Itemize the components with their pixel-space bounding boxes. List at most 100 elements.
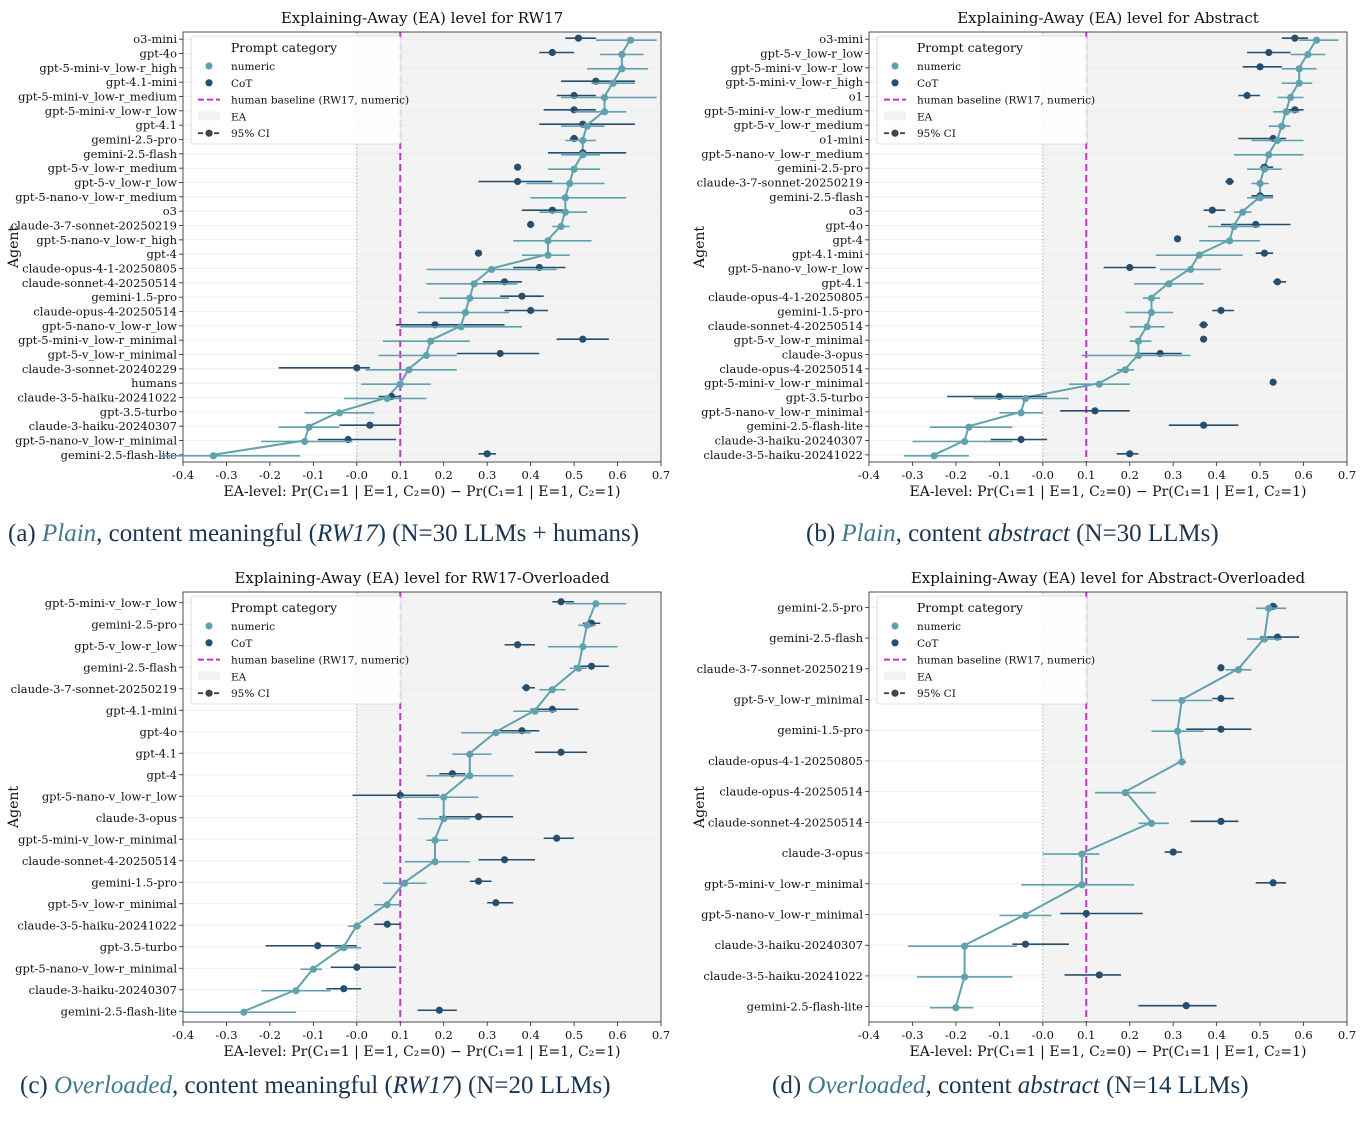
- cot-point: [1260, 249, 1269, 257]
- agent-label: gpt-5-v_low-r_minimal: [48, 348, 178, 362]
- numeric-point: [1286, 93, 1295, 102]
- caption-d: (d) Overloaded, content abstract (N=14 L…: [772, 1072, 1249, 1099]
- cot-point: [1208, 206, 1216, 214]
- legend-cot-label: CoT: [917, 78, 938, 90]
- cot-point: [366, 421, 374, 429]
- cot-point: [1095, 971, 1103, 979]
- numeric-point: [574, 664, 583, 672]
- numeric-point: [961, 942, 969, 950]
- x-tick-label: -0.2: [259, 468, 281, 482]
- x-tick-label: 0.2: [435, 1028, 453, 1042]
- cot-point: [527, 220, 535, 229]
- cot-point: [579, 335, 587, 343]
- numeric-point: [561, 208, 570, 216]
- numeric-point: [396, 380, 404, 388]
- agent-label: humans: [131, 376, 177, 390]
- chart-panel-d: -0.4 -0.3 -0.2 -0.1 -0.0 0.1 0.2 0.3 0.4 0.5 0.6 0.…: [686, 560, 1372, 1070]
- agent-label: claude-opus-4-1-20250805: [708, 754, 863, 768]
- chart-title: Explaining-Away (EA) level for RW17-Over…: [234, 569, 609, 587]
- legend-ea-marker: [884, 111, 906, 121]
- agent-label: claude-3-7-sonnet-20250219: [697, 176, 863, 190]
- cot-point: [1200, 321, 1208, 329]
- agent-label: gpt-5-v_low-r_minimal: [48, 897, 178, 911]
- numeric-point: [1226, 237, 1234, 245]
- y-axis-label: Agent: [6, 226, 22, 269]
- numeric-point: [383, 901, 391, 909]
- agent-label: gpt-5-v_low-r_medium: [48, 161, 177, 175]
- legend-cot-marker: [891, 79, 899, 87]
- numeric-point: [600, 93, 609, 102]
- agent-label: claude-3-sonnet-20240229: [22, 362, 177, 376]
- caption-b: (b) Plain, content abstract (N=30 LLMs): [806, 520, 1219, 547]
- numeric-point: [492, 729, 500, 737]
- x-tick-label: 0.1: [1077, 468, 1095, 482]
- legend-ea-label: EA: [231, 111, 247, 123]
- legend-human-label: human baseline (RW17, numeric): [917, 95, 1095, 107]
- agent-label: gpt-5-nano-v_low-r_medium: [701, 147, 863, 161]
- chart-title: Explaining-Away (EA) level for RW17: [281, 9, 563, 27]
- agent-label: gemini-2.5-pro: [91, 133, 177, 147]
- numeric-point: [1282, 108, 1290, 116]
- numeric-point: [440, 793, 448, 801]
- agent-label: gpt-4o: [140, 47, 178, 61]
- numeric-point: [466, 772, 474, 780]
- cot-point: [1291, 34, 1299, 42]
- x-tick-label: 0.3: [478, 468, 496, 482]
- numeric-point: [618, 50, 626, 59]
- agent-label: claude-3-5-haiku-20241022: [17, 918, 177, 932]
- legend-cot-marker: [205, 79, 213, 87]
- agent-label: gpt-5-mini-v_low-r_low: [45, 104, 177, 118]
- agent-label: claude-sonnet-4-20250514: [708, 815, 863, 829]
- cot-point: [1173, 235, 1182, 243]
- y-axis-label: Agent: [692, 226, 708, 269]
- legend-cot-marker: [205, 639, 213, 647]
- agent-label: claude-3-5-haiku-20241022: [17, 391, 177, 405]
- agent-label: gpt-5-mini-v_low-r_low: [45, 596, 177, 610]
- numeric-point: [592, 600, 600, 608]
- legend-numeric-marker: [891, 62, 899, 70]
- cot-point: [353, 364, 361, 372]
- agent-label: claude-sonnet-4-20250514: [22, 854, 177, 868]
- legend-ci-label: 95% CI: [917, 128, 956, 140]
- cot-point: [1200, 421, 1208, 429]
- cot-point: [522, 684, 530, 692]
- cot-point: [1217, 306, 1225, 315]
- numeric-point: [1186, 265, 1195, 274]
- chart-d: -0.4 -0.3 -0.2 -0.1 -0.0 0.1 0.2 0.3 0.4 0.5 0.6 0.…: [692, 569, 1356, 1060]
- legend-numeric-marker: [205, 622, 213, 630]
- legend-box: [190, 595, 402, 705]
- agent-label: gpt-4.1: [135, 746, 177, 760]
- numeric-point: [1260, 635, 1269, 643]
- agent-label: gpt-4.1-mini: [106, 75, 177, 89]
- legend-numeric-marker: [891, 622, 899, 630]
- numeric-point: [1021, 394, 1030, 403]
- legend-numeric-label: numeric: [231, 61, 275, 73]
- caption-c: (c) Overloaded, content meaningful (RW17…: [20, 1072, 611, 1099]
- numeric-point: [431, 836, 439, 844]
- numeric-point: [570, 165, 578, 173]
- agent-label: gpt-5-nano-v_low-r_minimal: [701, 405, 863, 419]
- agent-label: o3-mini: [133, 32, 177, 46]
- numeric-point: [1147, 294, 1156, 302]
- cot-point: [1217, 664, 1225, 672]
- x-tick-label: 0.2: [1121, 468, 1139, 482]
- chart-panel-c: -0.4 -0.3 -0.2 -0.1 -0.0 0.1 0.2 0.3 0.4 0.5 0.6 0.…: [0, 560, 686, 1070]
- x-tick-label: -0.2: [945, 468, 967, 482]
- agent-label: gpt-5-mini-v_low-r_high: [725, 75, 863, 89]
- numeric-point: [1121, 366, 1129, 374]
- numeric-point: [583, 122, 591, 130]
- legend-box: [190, 35, 402, 145]
- agent-label: claude-3-opus: [782, 348, 863, 362]
- agent-label: claude-opus-4-1-20250805: [22, 262, 177, 276]
- numeric-point: [1143, 323, 1151, 331]
- x-tick-label: 0.6: [1294, 1028, 1312, 1042]
- x-tick-label: 0.7: [1338, 1028, 1356, 1042]
- cot-point: [587, 662, 596, 670]
- numeric-point: [961, 437, 969, 446]
- legend-title: Prompt category: [917, 600, 1024, 615]
- numeric-point: [548, 686, 556, 694]
- legend-ci-dot: [891, 689, 899, 697]
- x-axis-label: EA-level: Pr(C₁=1 | E=1, C₂=0) − Pr(C₁=1…: [910, 1044, 1307, 1060]
- agent-label: gemini-2.5-flash-lite: [747, 1000, 864, 1014]
- numeric-point: [1230, 222, 1238, 231]
